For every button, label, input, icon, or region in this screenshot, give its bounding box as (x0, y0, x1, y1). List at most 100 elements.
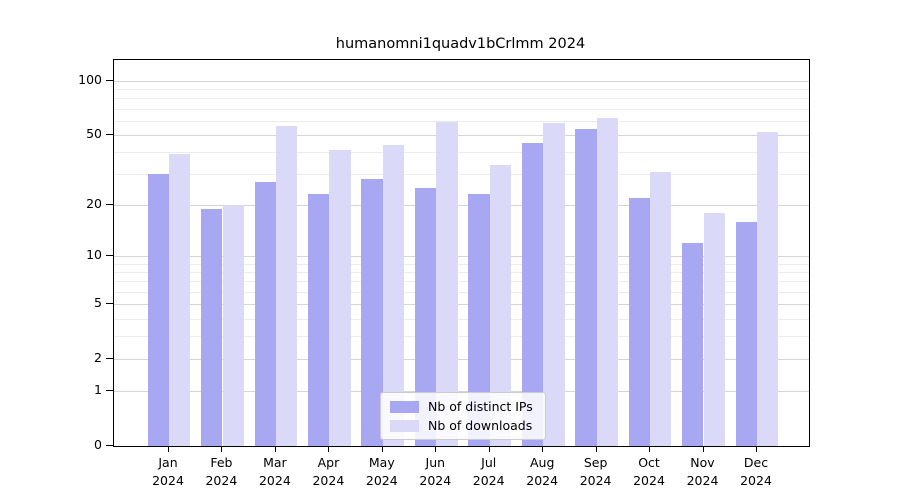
x-tick-label: 2024 (633, 473, 665, 488)
x-tick-label: 2024 (579, 473, 612, 488)
gridline-minor (114, 291, 809, 293)
bar-downloads-aug (543, 123, 565, 446)
x-tick-mark (381, 446, 383, 452)
y-tick-mark (106, 79, 113, 81)
gridline-minor (114, 336, 809, 338)
bar-distinct-ips-jan (147, 174, 169, 446)
y-tick-label: 5 (94, 295, 102, 311)
gridline-minor (114, 152, 809, 153)
gridline-minor (114, 263, 809, 265)
bar-distinct-ips-feb (201, 208, 223, 446)
x-tick-label: Aug (529, 455, 555, 470)
bar-distinct-ips-sep (575, 128, 597, 446)
x-tick-label: 2024 (740, 473, 772, 488)
x-tick-label: 2024 (152, 473, 184, 488)
gridline-major (114, 80, 809, 82)
bar-downloads-nov (703, 212, 725, 446)
bar-downloads-sep (596, 118, 618, 446)
x-tick-label: Jul (481, 455, 497, 470)
y-tick-label: 1 (94, 382, 102, 398)
gridline-minor (114, 272, 809, 273)
x-tick-label: 2024 (205, 473, 238, 488)
x-tick-label: 2024 (312, 473, 345, 488)
x-tick-mark (274, 446, 276, 452)
legend-swatch (390, 400, 419, 413)
x-tick-label: Dec (743, 455, 769, 470)
bar-downloads-mar (275, 125, 298, 446)
bar-downloads-dec (757, 131, 779, 446)
x-tick-label: Oct (638, 455, 660, 470)
gridline-minor (114, 281, 809, 283)
bar-distinct-ips-dec (735, 221, 757, 446)
y-tick-mark (106, 133, 113, 135)
x-tick-label: 2024 (686, 473, 719, 488)
gridline-major (114, 134, 809, 136)
x-tick-label: Sep (583, 455, 608, 470)
legend-item-downloads: Nb of downloads (390, 418, 533, 433)
y-tick-mark (106, 445, 113, 446)
bar-downloads-may (382, 144, 405, 446)
gridline-minor (114, 174, 809, 176)
y-tick-mark (106, 390, 113, 392)
bar-distinct-ips-oct (628, 197, 650, 446)
chart-title: humanomni1quadv1bCrlmm 2024 (335, 36, 586, 52)
gridline-minor (114, 98, 809, 100)
x-tick-label: Apr (317, 455, 340, 470)
x-tick-mark (328, 446, 330, 452)
x-tick-label: Nov (690, 455, 715, 470)
bar-downloads-oct (650, 171, 672, 446)
y-tick-mark (106, 303, 113, 305)
bar-distinct-ips-mar (254, 182, 276, 446)
y-tick-mark (106, 358, 113, 359)
bar-downloads-jul (489, 164, 512, 446)
bar-downloads-feb (222, 204, 244, 446)
legend-item-distinct-ips: Nb of distinct IPs (390, 399, 533, 414)
y-tick-label: 2 (94, 350, 102, 365)
gridline-major (114, 204, 809, 206)
y-tick-label: 0 (94, 437, 102, 452)
bar-downloads-jun (436, 121, 458, 446)
x-tick-mark (702, 446, 704, 452)
x-tick-mark (595, 446, 597, 452)
legend: Nb of distinct IPs Nb of downloads (380, 392, 546, 440)
bar-downloads-apr (329, 150, 351, 446)
bar-downloads-jan (169, 153, 191, 446)
gridline-major (114, 304, 809, 306)
gridline-major (114, 391, 809, 393)
x-tick-mark (168, 446, 169, 452)
x-tick-label: Mar (263, 455, 287, 470)
x-tick-label: Jan (158, 455, 178, 470)
y-tick-label: 50 (86, 125, 102, 141)
gridline-major (114, 256, 809, 258)
x-tick-label: 2024 (472, 473, 505, 488)
x-tick-label: Feb (210, 455, 233, 470)
bar-distinct-ips-jun (414, 188, 437, 446)
x-tick-mark (542, 446, 544, 452)
x-tick-mark (488, 446, 490, 452)
x-tick-label: 2024 (365, 473, 398, 488)
x-tick-label: May (368, 455, 395, 470)
legend-label: Nb of downloads (428, 418, 533, 433)
x-tick-mark (221, 446, 223, 452)
y-tick-label: 100 (78, 71, 102, 87)
x-tick-label: 2024 (258, 473, 291, 488)
legend-swatch (390, 419, 419, 432)
x-tick-mark (756, 446, 757, 452)
bar-distinct-ips-jul (468, 194, 490, 446)
x-tick-label: 2024 (419, 473, 452, 488)
legend-label: Nb of distinct IPs (428, 399, 533, 414)
gridline-minor (114, 120, 809, 122)
gridline-minor (114, 88, 809, 90)
bar-distinct-ips-nov (682, 242, 704, 446)
x-tick-label: 2024 (526, 473, 559, 488)
gridline-major (114, 359, 809, 360)
x-tick-label: Jun (425, 455, 446, 470)
y-tick-label: 10 (86, 247, 102, 263)
gridline-minor (114, 318, 809, 320)
y-tick-label: 20 (86, 195, 102, 211)
gridline-minor (114, 108, 809, 110)
y-tick-mark (106, 203, 113, 205)
bar-distinct-ips-may (361, 179, 383, 446)
x-tick-mark (435, 446, 437, 452)
